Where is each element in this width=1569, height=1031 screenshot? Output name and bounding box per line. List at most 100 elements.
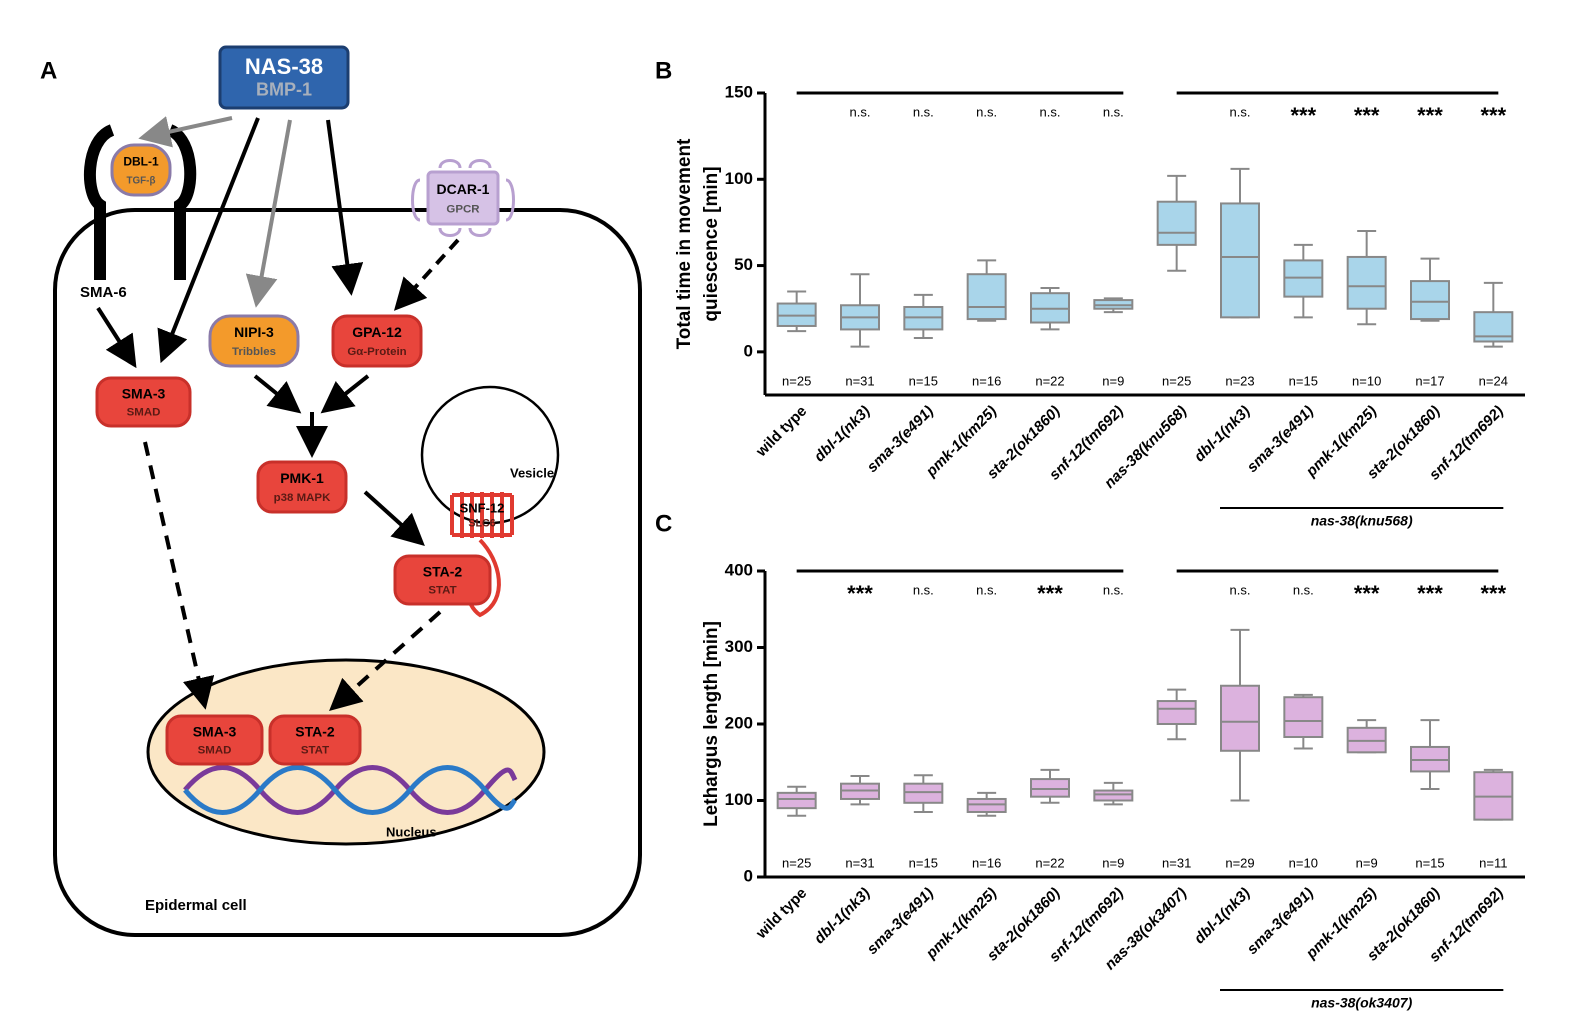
- node-sublabel: SLC6: [468, 518, 495, 530]
- significance: ***: [847, 581, 873, 606]
- x-tick-label: wild type: [752, 403, 810, 461]
- node-label: SNF-12: [460, 500, 505, 515]
- y-axis-label: Lethargus length [min]: [701, 621, 722, 827]
- x-tick-label: dbl-1(nk3): [1191, 885, 1254, 948]
- receptor: [166, 124, 197, 280]
- n-label: n=11: [1479, 855, 1507, 870]
- arrow: [143, 441, 215, 710]
- n-label: n=31: [845, 855, 874, 870]
- dna-strand: [183, 765, 517, 815]
- significance: n.s.: [913, 104, 934, 119]
- significance: ***: [1037, 581, 1063, 606]
- y-axis-label: Total time in movement: [674, 138, 695, 349]
- node-sublabel: SMAD: [127, 407, 161, 419]
- significance: n.s.: [976, 104, 997, 119]
- y-tick-label: 150: [725, 82, 753, 101]
- box: [966, 797, 1007, 813]
- node-sublabel: Tribbles: [232, 346, 276, 358]
- box: [776, 791, 817, 810]
- pathway-diagram: A SMA-6 Vesicle Nucleus Epidermal cell N…: [40, 45, 642, 937]
- box: [1346, 255, 1387, 310]
- n-label: n=15: [909, 855, 938, 870]
- arrow: [245, 119, 292, 308]
- n-label: n=15: [909, 373, 938, 388]
- node-sublabel: STAT: [428, 585, 456, 597]
- receptor-label: SMA-6: [80, 284, 127, 301]
- significance: n.s.: [1103, 582, 1124, 597]
- significance: ***: [1354, 581, 1380, 606]
- y-tick-label: 50: [734, 255, 753, 274]
- significance: n.s.: [913, 582, 934, 597]
- n-label: n=22: [1035, 855, 1064, 870]
- node: [110, 143, 172, 197]
- node: [208, 314, 300, 368]
- significance: ***: [1417, 103, 1443, 128]
- node-sublabel: Gα-Protein: [347, 346, 406, 358]
- node: [393, 554, 492, 606]
- significance: n.s.: [1293, 582, 1314, 597]
- y-tick-label: 200: [725, 713, 753, 732]
- y-axis-label: quiescence [min]: [701, 166, 722, 321]
- significance: ***: [1354, 103, 1380, 128]
- arrow: [363, 490, 425, 547]
- arrow: [96, 306, 137, 369]
- x-tick-label: dbl-1(nk3): [811, 403, 874, 466]
- box: [1410, 280, 1450, 321]
- node: [268, 714, 362, 766]
- y-tick-label: 100: [725, 790, 753, 809]
- n-label: n=15: [1415, 855, 1444, 870]
- n-label: n=22: [1035, 373, 1064, 388]
- node-label: NIPI-3: [234, 324, 274, 340]
- y-tick-label: 300: [725, 637, 753, 656]
- n-label: n=9: [1102, 855, 1124, 870]
- significance: n.s.: [1230, 104, 1251, 119]
- significance: ***: [1480, 103, 1506, 128]
- arrow: [253, 374, 302, 414]
- n-label: n=23: [1225, 373, 1254, 388]
- node-sublabel: p38 MAPK: [274, 492, 331, 504]
- significance: n.s.: [1103, 104, 1124, 119]
- box: [1156, 700, 1197, 725]
- box: [1283, 696, 1324, 739]
- x-tick-label: wild type: [752, 885, 810, 943]
- n-label: n=25: [782, 373, 811, 388]
- significance: n.s.: [976, 582, 997, 597]
- cell-membrane: [53, 208, 642, 937]
- box: [1030, 778, 1070, 798]
- receptor: [83, 124, 115, 280]
- significance: ***: [1417, 581, 1443, 606]
- node-label: SMA-3: [122, 386, 166, 402]
- node-label: DCAR-1: [437, 181, 490, 197]
- vesicle-label: Vesicle: [510, 465, 554, 480]
- significance: n.s.: [1230, 582, 1251, 597]
- node: [218, 45, 350, 110]
- node-label: STA-2: [423, 564, 463, 580]
- node-label: STA-2: [295, 724, 335, 740]
- node-label: SMA-3: [193, 724, 237, 740]
- n-label: n=17: [1415, 373, 1444, 388]
- y-tick-label: 0: [744, 341, 753, 360]
- arrow: [393, 238, 460, 311]
- x-tick-label: dbl-1(nk3): [811, 885, 874, 948]
- box: [1093, 789, 1134, 802]
- node: [426, 170, 500, 226]
- node-sublabel: SMAD: [198, 745, 232, 757]
- n-label: n=25: [1162, 373, 1191, 388]
- panel-letter: B: [655, 57, 672, 84]
- n-label: n=10: [1352, 373, 1381, 388]
- n-label: n=29: [1225, 855, 1254, 870]
- node-sublabel: BMP-1: [256, 80, 312, 100]
- node-label: DBL-1: [123, 155, 159, 169]
- node: [165, 714, 264, 766]
- group-label: nas-38(knu568): [1311, 513, 1413, 529]
- n-label: n=16: [972, 373, 1001, 388]
- group-label: nas-38(ok3407): [1311, 995, 1413, 1011]
- y-tick-label: 0: [744, 866, 753, 885]
- node: [256, 460, 348, 514]
- node-sublabel: STAT: [301, 745, 329, 757]
- n-label: n=16: [972, 855, 1001, 870]
- n-label: n=9: [1356, 855, 1378, 870]
- significance: ***: [1480, 581, 1506, 606]
- n-label: n=25: [782, 855, 811, 870]
- n-label: n=10: [1289, 855, 1318, 870]
